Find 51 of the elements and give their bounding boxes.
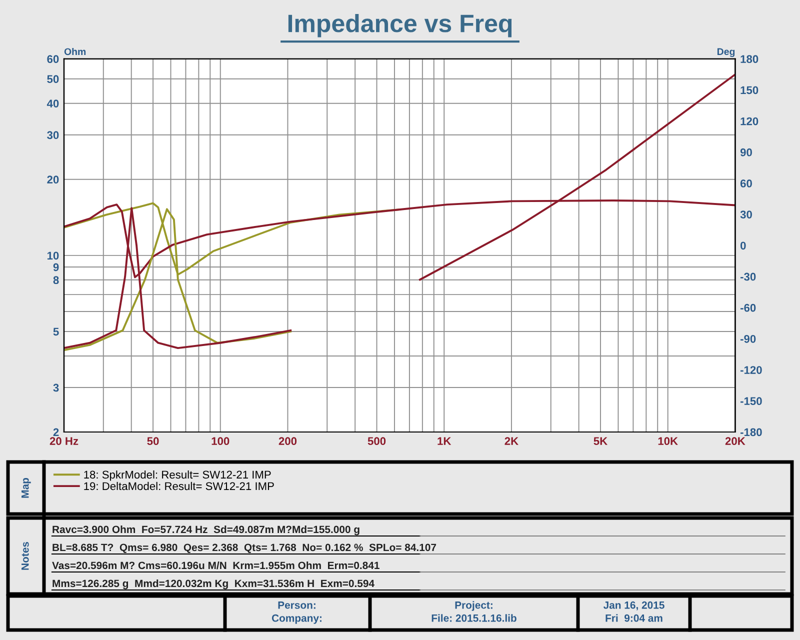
text: BL=8.685 T? Qms= 6.980 Qes= 2.368 Qts= 1.768 No= 0.162 % SPLo= 84.107 <box>52 544 436 554</box>
x-tick-label: 2K <box>504 437 518 445</box>
x-tick-label: 5K <box>594 437 608 446</box>
y-tick-label: 2 <box>53 428 59 436</box>
y2-tick-label: 120 <box>740 117 758 126</box>
x-tick-label: 200 <box>278 437 297 446</box>
x-tick-label: 20 Hz <box>50 437 78 446</box>
text: Notes <box>22 542 29 570</box>
y-tick-label: 40 <box>46 100 59 108</box>
y2-tick-label: 30 <box>740 210 752 218</box>
text: Map <box>22 478 31 498</box>
y-tick-label: 30 <box>47 131 59 140</box>
y2-axis-title: Deg <box>717 48 735 58</box>
y2-tick-label: 90 <box>740 148 752 156</box>
y2-tick-label: -60 <box>740 304 756 312</box>
y2-tick-label: -30 <box>740 272 756 281</box>
y-tick-label: 50 <box>47 75 59 84</box>
x-tick-label: 1K <box>438 437 452 445</box>
text: Fri 9:04 am <box>606 614 662 622</box>
legend-label: 19: DeltaModel: Result= SW12-21 IMP <box>84 482 274 490</box>
y2-tick-label: 180 <box>740 55 758 64</box>
y2-tick-label: 60 <box>740 180 752 188</box>
x-tick-label: 100 <box>212 437 230 446</box>
chart-title: Impedance vs Freq <box>288 14 512 38</box>
y-axis-title: Ohm <box>64 48 86 56</box>
x-tick-label: 500 <box>368 437 386 446</box>
legend-label: 18: SpkrModel: Result= SW12-21 IMP <box>84 470 271 481</box>
y-tick-label: 9 <box>53 263 59 272</box>
text: Ravc=3.900 Ohm Fo=57.724 Hz Sd=49.087m M?Md=155.000 g <box>52 525 360 536</box>
y2-tick-label: -180 <box>740 428 762 436</box>
text: Mms=126.285 g Mmd=120.032m Kg Kxm=31.536m H Exm=0.594 <box>52 579 374 590</box>
y-tick-label: 60 <box>47 55 59 64</box>
y-tick-label: 20 <box>47 176 59 184</box>
y2-tick-label: -120 <box>740 366 762 374</box>
x-tick-label: 20K <box>725 437 746 446</box>
y2-tick-label: 0 <box>740 242 746 250</box>
y2-tick-label: -150 <box>740 397 762 406</box>
x-tick-label: 50 <box>147 437 159 446</box>
y-tick-label: 10 <box>47 252 59 260</box>
y-tick-label: 8 <box>53 276 59 284</box>
y2-tick-label: -90 <box>740 334 756 343</box>
text: Jan 16, 2015 <box>603 601 664 610</box>
y2-tick-label: 150 <box>740 86 758 94</box>
y-tick-label: 3 <box>53 384 59 392</box>
text: Person: <box>278 602 316 609</box>
x-tick-label: 10K <box>658 437 678 446</box>
text: Vas=20.596m M? Cms=60.196u M/N Krm=1.955m Ohm Erm=0.841 <box>52 561 380 570</box>
y-tick-label: 5 <box>53 328 59 336</box>
text: Company: <box>272 614 322 624</box>
text: Project: <box>455 601 492 611</box>
text: File: 2015.1.16.lib <box>432 614 516 622</box>
